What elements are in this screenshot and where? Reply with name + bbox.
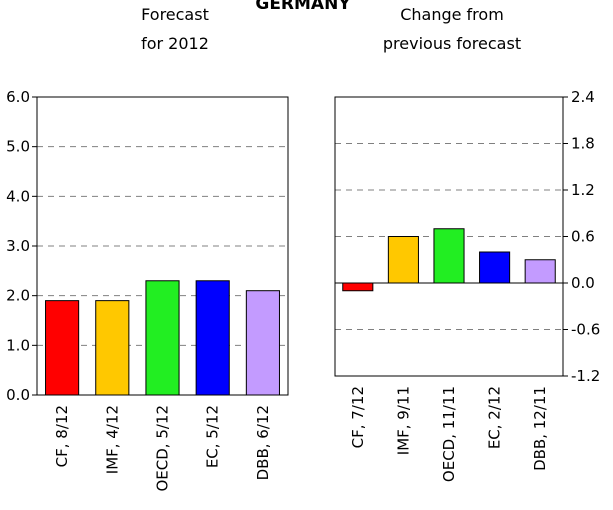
bar	[524, 259, 556, 284]
x-category-label: CF, 8/12	[53, 405, 71, 467]
y-tick-label: 2.0	[6, 287, 30, 305]
y-tick-label: 1.2	[571, 181, 595, 199]
x-category-label: IMF, 9/11	[394, 386, 412, 455]
x-category-label: IMF, 4/12	[103, 405, 121, 474]
y-tick-label: 0.6	[571, 228, 595, 246]
y-tick-label: 6.0	[6, 88, 30, 106]
y-tick-label: 3.0	[6, 237, 30, 255]
y-tick-label: 5.0	[6, 138, 30, 156]
bar	[45, 300, 80, 396]
x-category-label: EC, 5/12	[204, 405, 222, 468]
panel-title-line: Forecast	[141, 5, 209, 24]
bar	[342, 282, 374, 292]
x-category-label: OECD, 5/12	[154, 405, 172, 492]
y-tick-label: 2.4	[571, 88, 595, 106]
change-panel: Change from previous forecast -1.2 -0.6 0.0 0…	[334, 5, 600, 482]
bar	[195, 280, 230, 396]
x-category-label: DBB, 12/11	[531, 386, 549, 471]
x-category-label: OECD, 11/11	[440, 386, 458, 482]
bar	[433, 228, 465, 284]
panel-title-line: Change from	[400, 5, 504, 24]
bar	[145, 280, 180, 396]
y-tick-label: 0.0	[571, 274, 595, 292]
y-tick-label: 0.0	[6, 386, 30, 404]
y-tick-label: 4.0	[6, 187, 30, 205]
y-tick-label: -1.2	[571, 367, 600, 385]
x-category-label: EC, 2/12	[486, 386, 504, 449]
bar	[387, 236, 419, 284]
bar	[245, 290, 280, 396]
x-category-label: CF, 7/12	[349, 386, 367, 448]
y-tick-label: 1.0	[6, 336, 30, 354]
y-tick-label: 1.8	[571, 135, 595, 153]
figure-title: GERMANY	[255, 0, 351, 14]
forecast-panel: Forecast for 2012 0.0 1.0 2.0 3.0 4.0 5.0 6.0 CF,…	[6, 5, 289, 492]
panel-title-line: previous forecast	[383, 34, 521, 53]
x-category-label: DBB, 6/12	[254, 405, 272, 480]
panel-title-line: for 2012	[141, 34, 209, 53]
y-tick-label: -0.6	[571, 321, 600, 339]
bar	[479, 251, 511, 284]
bar	[95, 300, 130, 396]
